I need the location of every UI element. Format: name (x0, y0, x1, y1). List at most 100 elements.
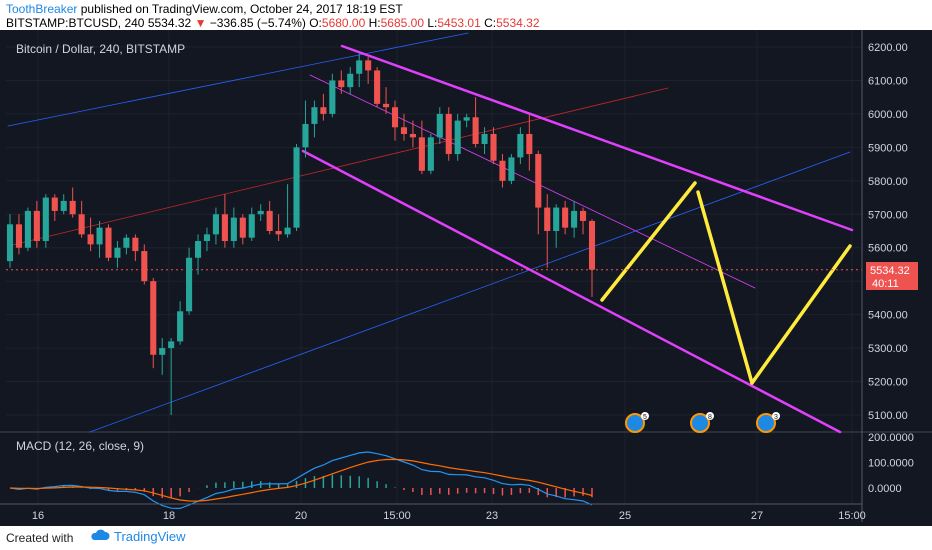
price-tick-label: 5300.00 (868, 343, 908, 355)
symbol-label: BITSTAMP:BTCUSD, 240 (6, 16, 145, 30)
price-change: −336.85 (−5.74%) (209, 16, 306, 30)
candle-body (284, 227, 291, 235)
candle (177, 301, 184, 345)
candle-body (472, 117, 479, 145)
candle-body (356, 60, 363, 74)
candle (329, 73, 336, 118)
cloud-icon (91, 529, 110, 540)
candle-body (499, 160, 506, 181)
candle-body (445, 113, 452, 155)
candle-body (15, 224, 22, 248)
tradingview-logo[interactable]: TradingView (90, 529, 186, 544)
chart-canvas[interactable]: 6200.00 6100.00 6000.00 5900.00 5800.00 5700.… (0, 30, 932, 526)
event-markers[interactable]: 5 8 3 (625, 412, 780, 433)
author-link[interactable]: ToothBreaker (6, 2, 78, 16)
open-value: 5680.00 (321, 16, 366, 30)
candle (293, 144, 300, 231)
blue-trend-line-lower (89, 151, 851, 433)
candle-body (311, 107, 318, 124)
trend-drawings[interactable] (6, 32, 862, 434)
candle (544, 194, 551, 268)
candle-body (275, 231, 282, 235)
candle-body (87, 234, 94, 245)
candle (257, 204, 264, 221)
projection-leg-2 (696, 190, 754, 385)
time-axis[interactable]: 16 18 20 15:00 23 25 27 15:00 (0, 503, 866, 522)
thin-magenta-channel-line (309, 74, 756, 289)
price-tick-label: 5900.00 (868, 142, 908, 154)
candle (150, 277, 157, 369)
time-tick-label: 25 (619, 510, 631, 522)
candle (186, 247, 193, 315)
candle (553, 204, 560, 248)
time-tick-label: 23 (486, 510, 498, 522)
candle-body (6, 224, 14, 262)
event-marker[interactable]: 3 (756, 412, 780, 433)
projection-leg-3 (750, 244, 852, 385)
candle-body (24, 210, 31, 248)
candle (427, 133, 434, 175)
candle (69, 187, 76, 218)
event-marker[interactable]: 5 (625, 412, 649, 433)
candle (391, 100, 399, 141)
candle-body (544, 207, 551, 231)
publication-header: ToothBreaker published on TradingView.co… (0, 0, 932, 30)
publication-line: ToothBreaker published on TradingView.co… (6, 2, 403, 16)
time-tick-label: 15:00 (838, 510, 866, 522)
candle (481, 127, 488, 155)
candle-body (177, 311, 184, 342)
candle-body (257, 210, 264, 215)
candle-body (454, 120, 461, 155)
candle (338, 70, 345, 94)
macd-line (9, 451, 593, 510)
macd-tick-label: 200.0000 (868, 432, 914, 444)
time-tick-label: 27 (751, 510, 763, 522)
candle (499, 154, 506, 188)
high-value: 5685.00 (380, 16, 425, 30)
candle (302, 100, 309, 158)
candle (123, 234, 130, 255)
open-label: O: (309, 16, 322, 30)
red-trend-line (7, 87, 669, 247)
candle (383, 87, 390, 114)
candle (356, 53, 363, 88)
candle (230, 207, 237, 248)
candle-body (517, 133, 524, 158)
candle-body (194, 241, 202, 258)
candle (320, 93, 327, 121)
macd-tick-label: 100.0000 (868, 458, 914, 470)
candle-body (374, 70, 381, 104)
candle-body (526, 133, 533, 155)
candle (194, 234, 202, 275)
price-tag: 5534.32 40:11 (866, 262, 918, 290)
event-marker[interactable]: 8 (690, 412, 714, 433)
blue-trend-line-upper (7, 32, 469, 127)
time-tick-label: 20 (295, 510, 307, 522)
candle-body (365, 60, 372, 71)
candle-body (463, 117, 470, 121)
candle-body (391, 107, 399, 128)
candle (15, 214, 22, 255)
candle-body (409, 133, 416, 138)
candle-body (212, 214, 219, 235)
candle-body (159, 348, 166, 355)
low-label: L: (427, 16, 438, 30)
candle (472, 97, 479, 148)
candle (24, 207, 31, 252)
candle-body (588, 220, 596, 270)
price-axis[interactable]: 6200.00 6100.00 6000.00 5900.00 5800.00 5700.… (861, 30, 908, 522)
candle-body (535, 154, 542, 208)
chart-title: Bitcoin / Dollar, 240, BITSTAMP (16, 42, 185, 56)
price-tick-label: 5800.00 (868, 176, 908, 188)
candle (212, 207, 219, 245)
candle (60, 194, 67, 215)
price-tick-label: 5700.00 (868, 209, 908, 221)
candle-body (150, 281, 157, 355)
candle-body (320, 107, 327, 114)
candle (436, 107, 443, 145)
candle-body (266, 210, 273, 231)
candle (463, 113, 470, 128)
candle (141, 244, 148, 285)
high-label: H: (368, 16, 381, 30)
candle (374, 67, 381, 108)
